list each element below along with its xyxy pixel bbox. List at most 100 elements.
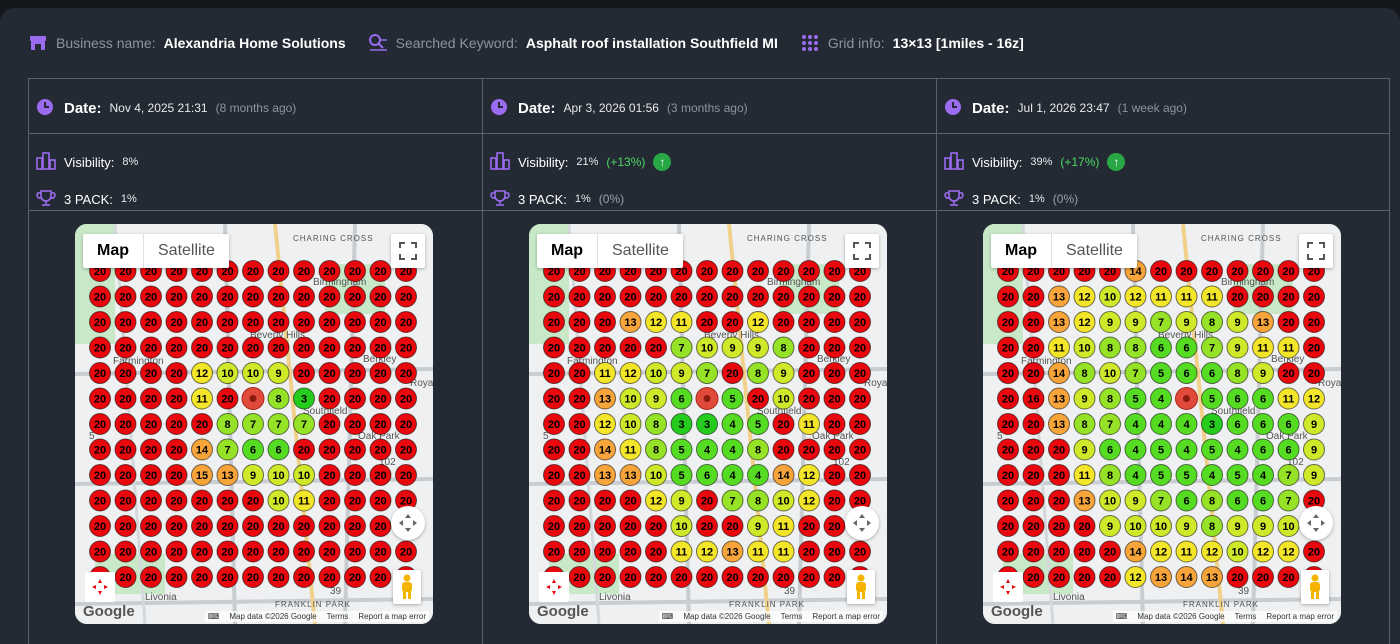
rank-dot[interactable]: 9 [1073,387,1096,410]
rank-dot[interactable]: 20 [823,566,846,588]
rank-dot[interactable]: 4 [1150,413,1172,435]
rank-dot[interactable]: 20 [1175,260,1198,282]
rank-dot[interactable]: 4 [1252,464,1274,486]
rank-dot[interactable]: 20 [216,336,239,359]
map-type-satellite-button[interactable]: Satellite [1066,242,1123,259]
rank-dot[interactable]: 20 [242,285,264,308]
rank-dot[interactable]: 20 [318,336,341,359]
rank-dot[interactable]: 11 [1175,285,1198,308]
rank-dot[interactable]: 20 [849,311,871,333]
rank-dot[interactable]: 7 [267,413,290,435]
rank-dot[interactable]: 20 [318,540,341,563]
rank-dot[interactable]: 20 [568,489,591,512]
rank-dot[interactable]: 20 [89,336,111,359]
rank-dot[interactable]: 3 [696,413,718,435]
rank-dot[interactable]: 20 [1277,285,1300,308]
rank-dot[interactable]: 20 [267,515,290,537]
rank-dot[interactable]: 13 [1252,311,1274,333]
rank-dot[interactable]: 10 [1150,515,1172,537]
rank-dot[interactable]: 20 [89,540,111,563]
rank-dot[interactable]: 7 [1277,489,1300,512]
rank-dot[interactable]: 20 [267,540,290,563]
rank-dot[interactable]: 7 [670,336,693,359]
rank-dot[interactable]: 20 [293,285,315,308]
rank-dot[interactable]: 5 [670,464,693,486]
rank-dot[interactable]: 3 [1201,413,1223,435]
rank-dot[interactable]: 5 [1124,387,1147,410]
rank-dot[interactable]: 4 [1175,413,1198,435]
rank-dot[interactable]: 20 [395,438,417,461]
rank-dot[interactable]: 10 [696,336,718,359]
rank-dot[interactable]: 20 [594,566,616,588]
rank-dot[interactable]: 9 [1252,515,1274,537]
rank-dot[interactable]: 20 [594,489,616,512]
rank-dot[interactable]: 20 [594,311,616,333]
rank-dot[interactable]: 20 [696,566,718,588]
rank-dot[interactable]: 20 [216,387,239,410]
rank-dot[interactable]: 20 [216,489,239,512]
business-location-pin[interactable] [241,387,265,410]
rank-dot[interactable]: 11 [670,540,693,563]
rank-dot[interactable]: 9 [670,489,693,512]
rank-dot[interactable]: 20 [114,387,137,410]
rank-dot[interactable]: 9 [721,336,744,359]
rank-dot[interactable]: 20 [721,311,744,333]
street-view-pegman-button[interactable] [1301,570,1329,604]
rank-dot[interactable]: 20 [997,413,1019,435]
rank-dot[interactable]: 20 [823,311,846,333]
rank-dot[interactable]: 9 [1226,311,1249,333]
rank-dot[interactable]: 20 [721,285,744,308]
rank-dot[interactable]: 20 [1022,515,1045,537]
rank-dot[interactable]: 20 [823,285,846,308]
rank-dot[interactable]: 20 [140,285,162,308]
rank-dot[interactable]: 20 [772,285,795,308]
map-type-map-button[interactable]: Map [83,234,144,268]
rank-dot[interactable]: 20 [344,387,366,410]
rank-dot[interactable]: 20 [318,464,341,486]
rank-dot[interactable]: 20 [140,566,162,588]
rank-dot[interactable]: 20 [997,336,1019,359]
rank-dot[interactable]: 20 [216,515,239,537]
rank-dot[interactable]: 20 [772,311,795,333]
rank-dot[interactable]: 20 [1048,540,1070,563]
rank-dot[interactable]: 6 [1277,438,1300,461]
rank-dot[interactable]: 10 [645,464,667,486]
map-type-map-button[interactable]: Map [537,234,598,268]
rank-dot[interactable]: 20 [344,362,366,384]
rank-dot[interactable]: 5 [1175,464,1198,486]
rank-dot[interactable]: 20 [849,438,871,461]
fullscreen-button[interactable] [1299,234,1333,268]
rank-dot[interactable]: 13 [1201,566,1223,588]
rank-dot[interactable]: 9 [1226,515,1249,537]
rank-dot[interactable]: 11 [1252,336,1274,359]
rank-dot[interactable]: 20 [191,540,213,563]
rank-dot[interactable]: 20 [1073,540,1096,563]
business-location-pin[interactable] [1175,387,1198,410]
rank-dot[interactable]: 20 [344,311,366,333]
rank-dot[interactable]: 20 [293,362,315,384]
rank-dot[interactable]: 6 [696,464,718,486]
rank-dot[interactable]: 20 [165,464,188,486]
rank-dot[interactable]: 7 [242,413,264,435]
rank-dot[interactable]: 20 [1226,285,1249,308]
rank-dot[interactable]: 20 [997,515,1019,537]
rank-dot[interactable]: 5 [1150,438,1172,461]
rank-dot[interactable]: 20 [114,285,137,308]
terms-link[interactable]: Terms [780,612,803,621]
rank-dot[interactable]: 7 [1150,489,1172,512]
rank-dot[interactable]: 8 [1099,387,1121,410]
rank-dot[interactable]: 20 [772,260,795,282]
rank-dot[interactable]: 20 [191,285,213,308]
rank-dot[interactable]: 20 [344,413,366,435]
rank-dot[interactable]: 20 [619,285,642,308]
rank-dot[interactable]: 20 [318,515,341,537]
rank-dot[interactable]: 20 [1150,260,1172,282]
rank-dot[interactable]: 4 [747,464,769,486]
rank-dot[interactable]: 13 [1150,566,1172,588]
rank-dot[interactable]: 20 [395,489,417,512]
rank-dot[interactable]: 20 [165,311,188,333]
rank-dot[interactable]: 20 [114,336,137,359]
rank-dot[interactable]: 20 [798,540,820,563]
rank-dot[interactable]: 20 [772,566,795,588]
rank-dot[interactable]: 20 [645,336,667,359]
